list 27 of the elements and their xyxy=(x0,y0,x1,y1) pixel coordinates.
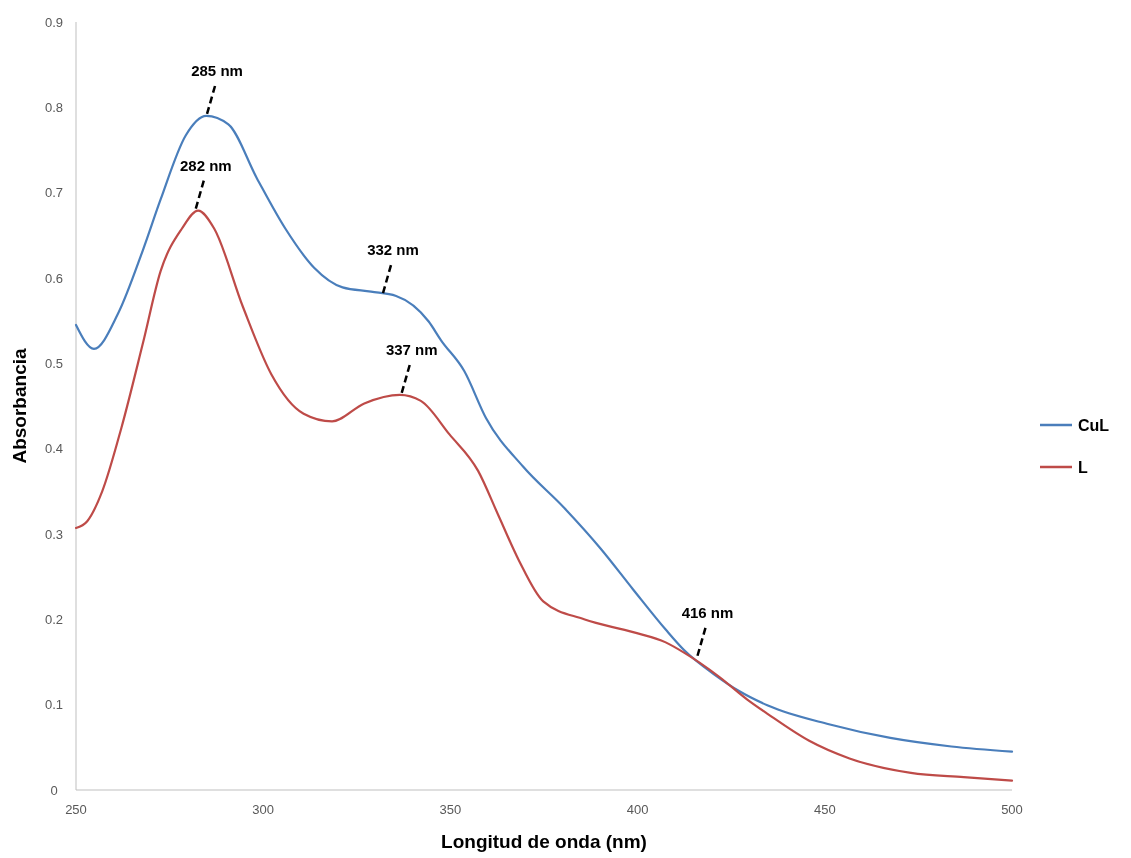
legend-label: CuL xyxy=(1078,416,1110,434)
x-tick-label: 400 xyxy=(626,802,649,817)
y-tick-label: 0.5 xyxy=(44,355,64,371)
y-tick-label: 0.6 xyxy=(44,270,64,286)
y-tick-label: 0.2 xyxy=(44,611,64,627)
annotation: 282 nm xyxy=(179,156,232,174)
annotation: 416 nm xyxy=(681,603,734,621)
x-axis-title: Longitud de onda (nm) xyxy=(441,831,647,852)
x-tick-label: 350 xyxy=(439,802,462,817)
line-series xyxy=(74,114,1014,753)
y-tick-label: 0.9 xyxy=(44,14,64,30)
y-tick-label: 0 xyxy=(50,782,58,798)
x-tick-label: 500 xyxy=(1001,802,1023,817)
line-series xyxy=(74,209,1014,782)
y-axis-title: Absorbancia xyxy=(9,348,30,464)
y-tick-label: 0.7 xyxy=(44,185,64,201)
y-tick-label: 0.3 xyxy=(44,526,64,542)
annotation: 337 nm xyxy=(385,340,438,358)
y-tick-label: 0.4 xyxy=(44,441,64,457)
annotation: 285 nm xyxy=(191,61,243,79)
y-tick-label: 0.8 xyxy=(44,99,64,115)
y-tick-label: 0.1 xyxy=(44,697,64,713)
annotation: 332 nm xyxy=(367,241,419,259)
legend-label: L xyxy=(1078,458,1088,476)
x-tick-label: 450 xyxy=(813,802,836,817)
x-tick-label: 300 xyxy=(252,802,275,817)
x-tick-label: 250 xyxy=(65,802,87,817)
